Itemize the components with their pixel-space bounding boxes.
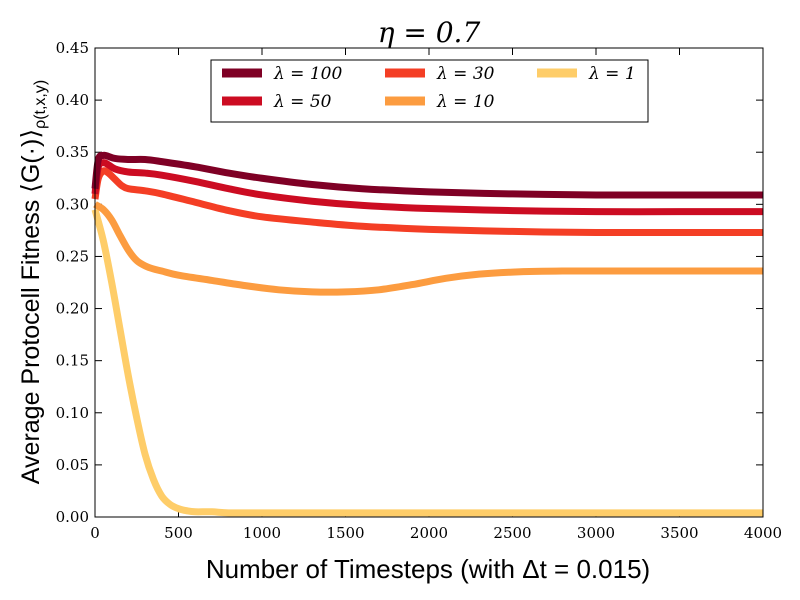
legend-label: λ = 10 <box>436 92 495 112</box>
x-axis-label: Number of Timesteps (with Δt = 0.015) <box>206 554 650 584</box>
x-tick-label: 3500 <box>660 524 698 542</box>
legend-items: λ = 100 λ = 50 λ = 30 λ = 10 λ = 1 <box>222 64 636 112</box>
x-tick-label: 2500 <box>493 524 531 542</box>
y-tick-label: 0.20 <box>56 300 89 318</box>
x-tick-label: 1500 <box>326 524 364 542</box>
series-line-0 <box>91 151 763 199</box>
y-axis-label-main: Average Protocell Fitness ⟨G(·)⟩ <box>17 129 45 484</box>
legend-label: λ = 1 <box>588 64 636 84</box>
y-axis-label-subscript: ρ(t,x,y) <box>32 80 49 129</box>
plot-frame <box>94 47 764 518</box>
series-line-4 <box>91 208 763 517</box>
y-tick-label: 0.10 <box>56 404 89 422</box>
legend-label: λ = 30 <box>436 64 495 84</box>
y-tick-label: 0.45 <box>56 39 89 57</box>
y-axis-ticks: 0.00 0.05 0.10 0.15 0.20 0.25 0.30 0.35 0.40 0.45 <box>56 39 763 526</box>
x-tick-label: 500 <box>164 524 193 542</box>
y-axis-label: Average Protocell Fitness ⟨G(·)⟩ρ(t,x,y) <box>17 80 49 484</box>
x-tick-label: 1000 <box>243 524 281 542</box>
series-line-1 <box>91 159 763 216</box>
y-tick-label: 0.30 <box>56 195 89 213</box>
legend-label: λ = 50 <box>273 92 332 112</box>
y-tick-label: 0.25 <box>56 247 89 265</box>
x-axis-ticks: 0 500 1000 1500 2000 2500 3000 3500 4000 <box>90 48 782 542</box>
x-tick-label: 3000 <box>577 524 615 542</box>
x-tick-label: 4000 <box>744 524 782 542</box>
series-layer <box>91 151 763 517</box>
x-tick-label: 2000 <box>410 524 448 542</box>
series-line-3 <box>93 201 763 296</box>
x-tick-label: 0 <box>90 524 100 542</box>
y-tick-label: 0.35 <box>56 143 89 161</box>
y-tick-label: 0.05 <box>56 456 89 474</box>
series-line-2 <box>91 167 763 237</box>
legend: λ = 100 λ = 50 λ = 30 λ = 10 λ = 1 <box>210 59 649 123</box>
legend-label: λ = 100 <box>273 64 342 84</box>
y-tick-label: 0.40 <box>56 91 89 109</box>
y-tick-label: 0.15 <box>56 352 89 370</box>
chart-title: η = 0.7 <box>378 16 481 49</box>
y-tick-label: 0.00 <box>56 508 89 526</box>
